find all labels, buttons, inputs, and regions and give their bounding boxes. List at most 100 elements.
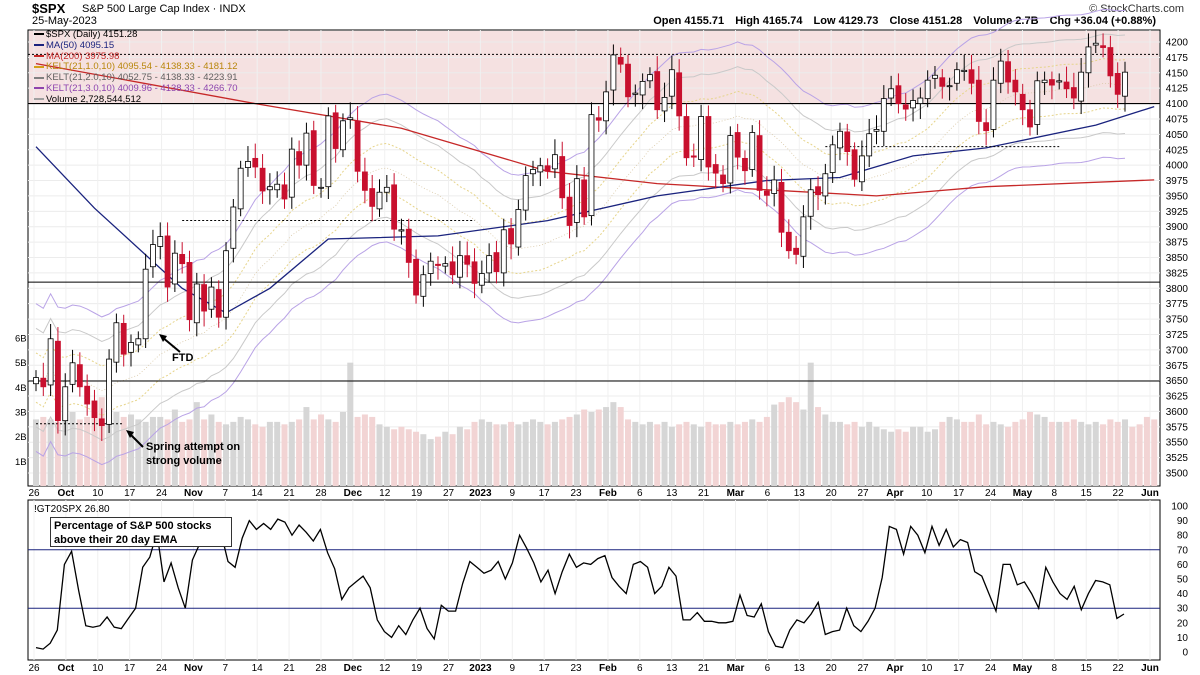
x-tick-label: 10 — [92, 488, 104, 499]
volume-bar — [288, 421, 295, 486]
volume-bar — [464, 429, 471, 486]
x-tick-label: 6 — [637, 488, 643, 499]
volume-bar — [1092, 421, 1099, 486]
volume-bar — [807, 362, 814, 486]
price-tick-label: 4000 — [1166, 161, 1189, 172]
x-tick-label: 8 — [1052, 488, 1058, 499]
volume-bar — [1063, 421, 1070, 486]
indicator-tick-label: 20 — [1177, 618, 1189, 629]
candle-body — [435, 263, 441, 266]
volume-bar — [1100, 424, 1107, 486]
volume-bar — [595, 409, 602, 486]
candle-body — [895, 85, 902, 104]
volume-bar — [705, 421, 712, 486]
candle-body — [40, 377, 47, 388]
ftd-annotation: FTD — [172, 352, 194, 364]
candle-body — [683, 116, 690, 159]
volume-bar — [990, 421, 997, 486]
x-tick-label-indicator: 7 — [223, 663, 229, 674]
volume-bar — [983, 424, 990, 486]
volume-bar — [486, 421, 493, 486]
candle-body — [866, 133, 873, 157]
volume-bar — [822, 414, 829, 486]
volume-bar — [91, 412, 98, 486]
candle-body — [33, 377, 39, 385]
legend-text-kelt2: KELT(21,2.0,10) 4052.75 - 4138.33 - 4223… — [46, 72, 238, 84]
indicator-tick-label: 70 — [1177, 545, 1189, 556]
volume-bar — [47, 419, 54, 486]
x-tick-label: Jun — [1141, 488, 1159, 499]
low-label: Low — [813, 15, 836, 27]
price-legend: $SPX (Daily) 4151.28 MA(50) 4095.15 MA(2… — [34, 29, 238, 106]
candle-body — [595, 117, 602, 121]
price-tick-label: 3750 — [1166, 315, 1189, 326]
candle-body — [990, 79, 997, 130]
candle-body — [873, 129, 880, 132]
candle-body — [932, 74, 938, 79]
volume-bar — [179, 421, 186, 486]
candle-body — [237, 167, 244, 210]
volume-bar — [201, 419, 208, 486]
volume-bar — [106, 409, 113, 486]
price-tick-label: 4125 — [1166, 84, 1189, 95]
volume-bar — [1129, 426, 1136, 486]
volume-bar — [873, 426, 880, 486]
indicator-tick-label: 100 — [1171, 502, 1188, 513]
candle-body — [457, 255, 463, 278]
x-tick-label-indicator: 24 — [985, 663, 997, 674]
candle-body — [179, 254, 186, 265]
legend-swatch-kelt1 — [34, 65, 44, 68]
candle-body — [252, 157, 259, 168]
x-tick-label: 28 — [315, 488, 327, 499]
candle-body — [793, 247, 800, 255]
volume-bar — [376, 424, 383, 486]
candle-body — [544, 165, 551, 172]
volume-bar — [829, 421, 836, 486]
candle-body — [924, 79, 931, 100]
brand-logo[interactable]: © StockCharts.com — [1089, 3, 1184, 15]
volume-bar — [793, 402, 800, 486]
volume-bar — [910, 426, 917, 486]
volume-bar — [720, 424, 727, 486]
volume-bar — [581, 409, 588, 486]
ftd-arrow — [161, 336, 181, 353]
volume-bar — [237, 416, 244, 486]
x-tick-label-indicator: Nov — [184, 663, 203, 674]
candle-body — [186, 262, 193, 321]
candle-body — [98, 418, 105, 426]
volume-bar — [361, 414, 368, 486]
candle-body — [997, 60, 1004, 84]
legend-swatch-kelt2 — [34, 76, 44, 79]
volume-bar — [997, 424, 1004, 486]
candle-body — [1056, 80, 1063, 83]
candle-body — [361, 171, 368, 191]
price-tick-label: 3700 — [1166, 345, 1189, 356]
candle-body — [829, 144, 836, 173]
candle-body — [1034, 80, 1041, 125]
volume-bar — [537, 421, 544, 486]
candle-body — [266, 186, 273, 191]
volume-bar — [113, 412, 120, 486]
x-tick-label-indicator: Jun — [1141, 663, 1159, 674]
candle-body — [705, 116, 712, 168]
x-tick-label-indicator: 12 — [379, 663, 391, 674]
price-tick-label: 3525 — [1166, 453, 1189, 464]
indicator-label: !GT20SPX 26.80 — [34, 504, 110, 515]
volume-bar — [573, 414, 580, 486]
candle-body — [676, 72, 683, 117]
volume-bar — [676, 424, 683, 486]
candle-body — [1100, 45, 1106, 48]
candle-body — [727, 135, 734, 184]
volume-bar — [639, 424, 646, 486]
candle-body — [449, 261, 456, 276]
x-tick-label: 17 — [124, 488, 136, 499]
volume-bar — [785, 397, 792, 486]
price-tick-label: 3600 — [1166, 407, 1189, 418]
volume-bar — [661, 421, 668, 486]
candle-body — [1070, 87, 1077, 99]
keltner-3-lower — [35, 156, 1126, 466]
volume-bar — [515, 424, 522, 486]
x-tick-label: Mar — [727, 488, 745, 499]
x-tick-label: Feb — [599, 488, 617, 499]
x-tick-label-indicator: 20 — [826, 663, 838, 674]
